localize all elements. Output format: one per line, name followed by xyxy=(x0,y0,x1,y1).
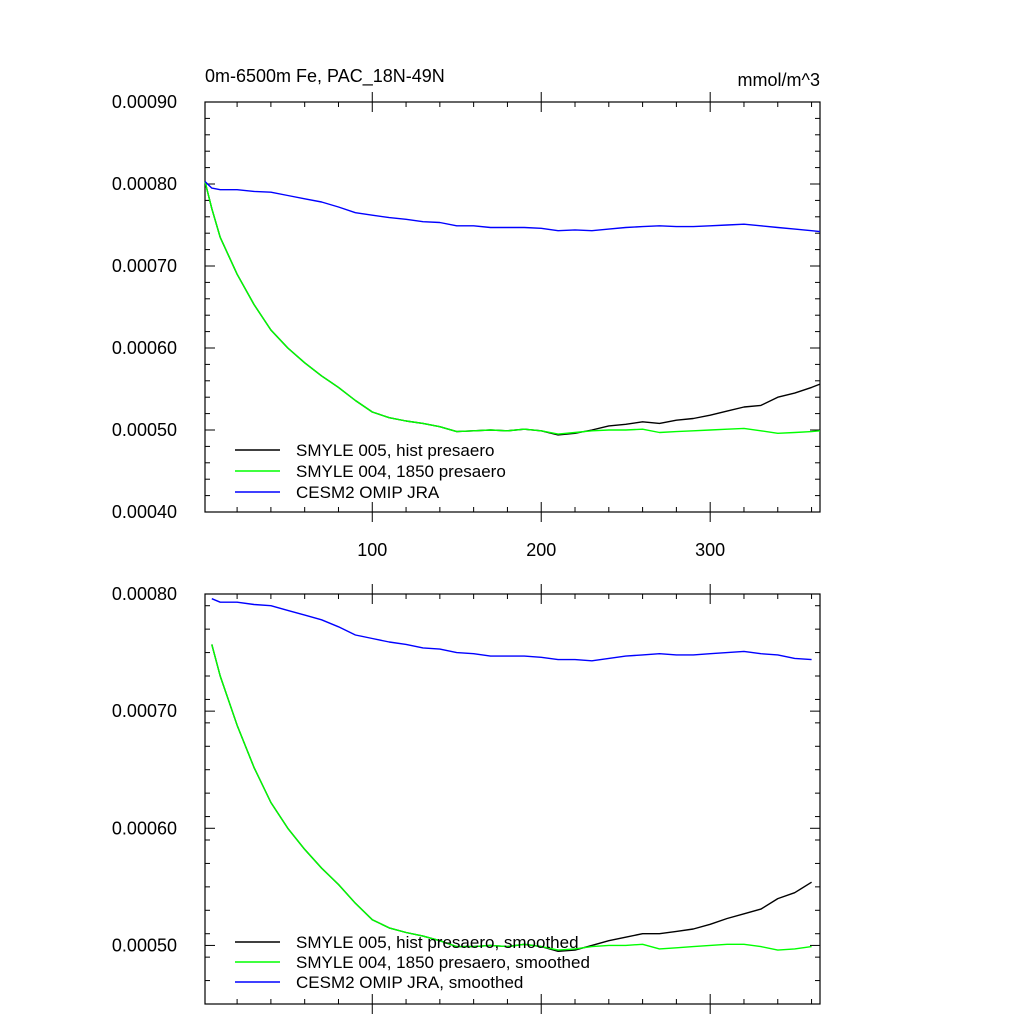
series-line-smyle-004-1850-presaero-smoothed xyxy=(211,644,812,951)
top-plot-frame xyxy=(204,101,821,513)
y-tick-label: 0.00050 xyxy=(112,935,177,955)
legend-label: SMYLE 004, 1850 presaero xyxy=(296,462,506,481)
y-tick-label: 0.00080 xyxy=(112,584,177,604)
series-line-smyle-004-1850-presaero xyxy=(204,181,821,435)
y-tick-label: 0.00060 xyxy=(112,338,177,358)
legend-label: CESM2 OMIP JRA, smoothed xyxy=(296,973,523,992)
bottom-panel: 0.00050 0.00060 0.00070 0.00080 SMYLE 005, … xyxy=(112,584,821,1014)
top-x-tick-labels: 100 200 300 xyxy=(357,540,725,560)
bottom-axis-ticks xyxy=(205,584,820,1014)
y-tick-label: 0.00080 xyxy=(112,174,177,194)
y-tick-label: 0.00090 xyxy=(112,92,177,112)
y-tick-label: 0.00050 xyxy=(112,420,177,440)
legend-label: SMYLE 005, hist presaero, smoothed xyxy=(296,933,579,952)
top-panel: 0m-6500m Fe, PAC_18N-49N mmol/m^3 0.0004… xyxy=(112,66,821,560)
series-line-smyle-005-hist-presaero-smoothed xyxy=(211,644,812,952)
bottom-series-group xyxy=(211,598,812,952)
top-title-left: 0m-6500m Fe, PAC_18N-49N xyxy=(205,66,445,87)
top-y-tick-labels: 0.00040 0.00050 0.00060 0.00070 0.00080 0.000… xyxy=(112,92,177,522)
x-tick-label: 300 xyxy=(695,540,725,560)
y-tick-label: 0.00070 xyxy=(112,256,177,276)
series-line-cesm2-omip-jra-smoothed xyxy=(211,598,812,662)
legend-label: SMYLE 005, hist presaero xyxy=(296,441,494,460)
bottom-legend: SMYLE 005, hist presaero, smoothedSMYLE … xyxy=(235,933,590,992)
bottom-plot-frame xyxy=(204,593,821,1005)
y-tick-label: 0.00060 xyxy=(112,818,177,838)
y-tick-label: 0.00040 xyxy=(112,502,177,522)
bottom-y-tick-labels: 0.00050 0.00060 0.00070 0.00080 xyxy=(112,584,177,955)
series-line-cesm2-omip-jra xyxy=(204,180,821,233)
series-line-smyle-005-hist-presaero xyxy=(204,181,821,436)
top-title-right: mmol/m^3 xyxy=(738,70,820,90)
x-tick-label: 100 xyxy=(357,540,387,560)
legend-label: CESM2 OMIP JRA xyxy=(296,483,440,502)
top-series-group xyxy=(204,180,821,436)
legend-label: SMYLE 004, 1850 presaero, smoothed xyxy=(296,953,590,972)
y-tick-label: 0.00070 xyxy=(112,701,177,721)
x-tick-label: 200 xyxy=(526,540,556,560)
top-axis-ticks xyxy=(205,92,820,522)
top-legend: SMYLE 005, hist presaero SMYLE 004, 1850 … xyxy=(235,441,506,502)
